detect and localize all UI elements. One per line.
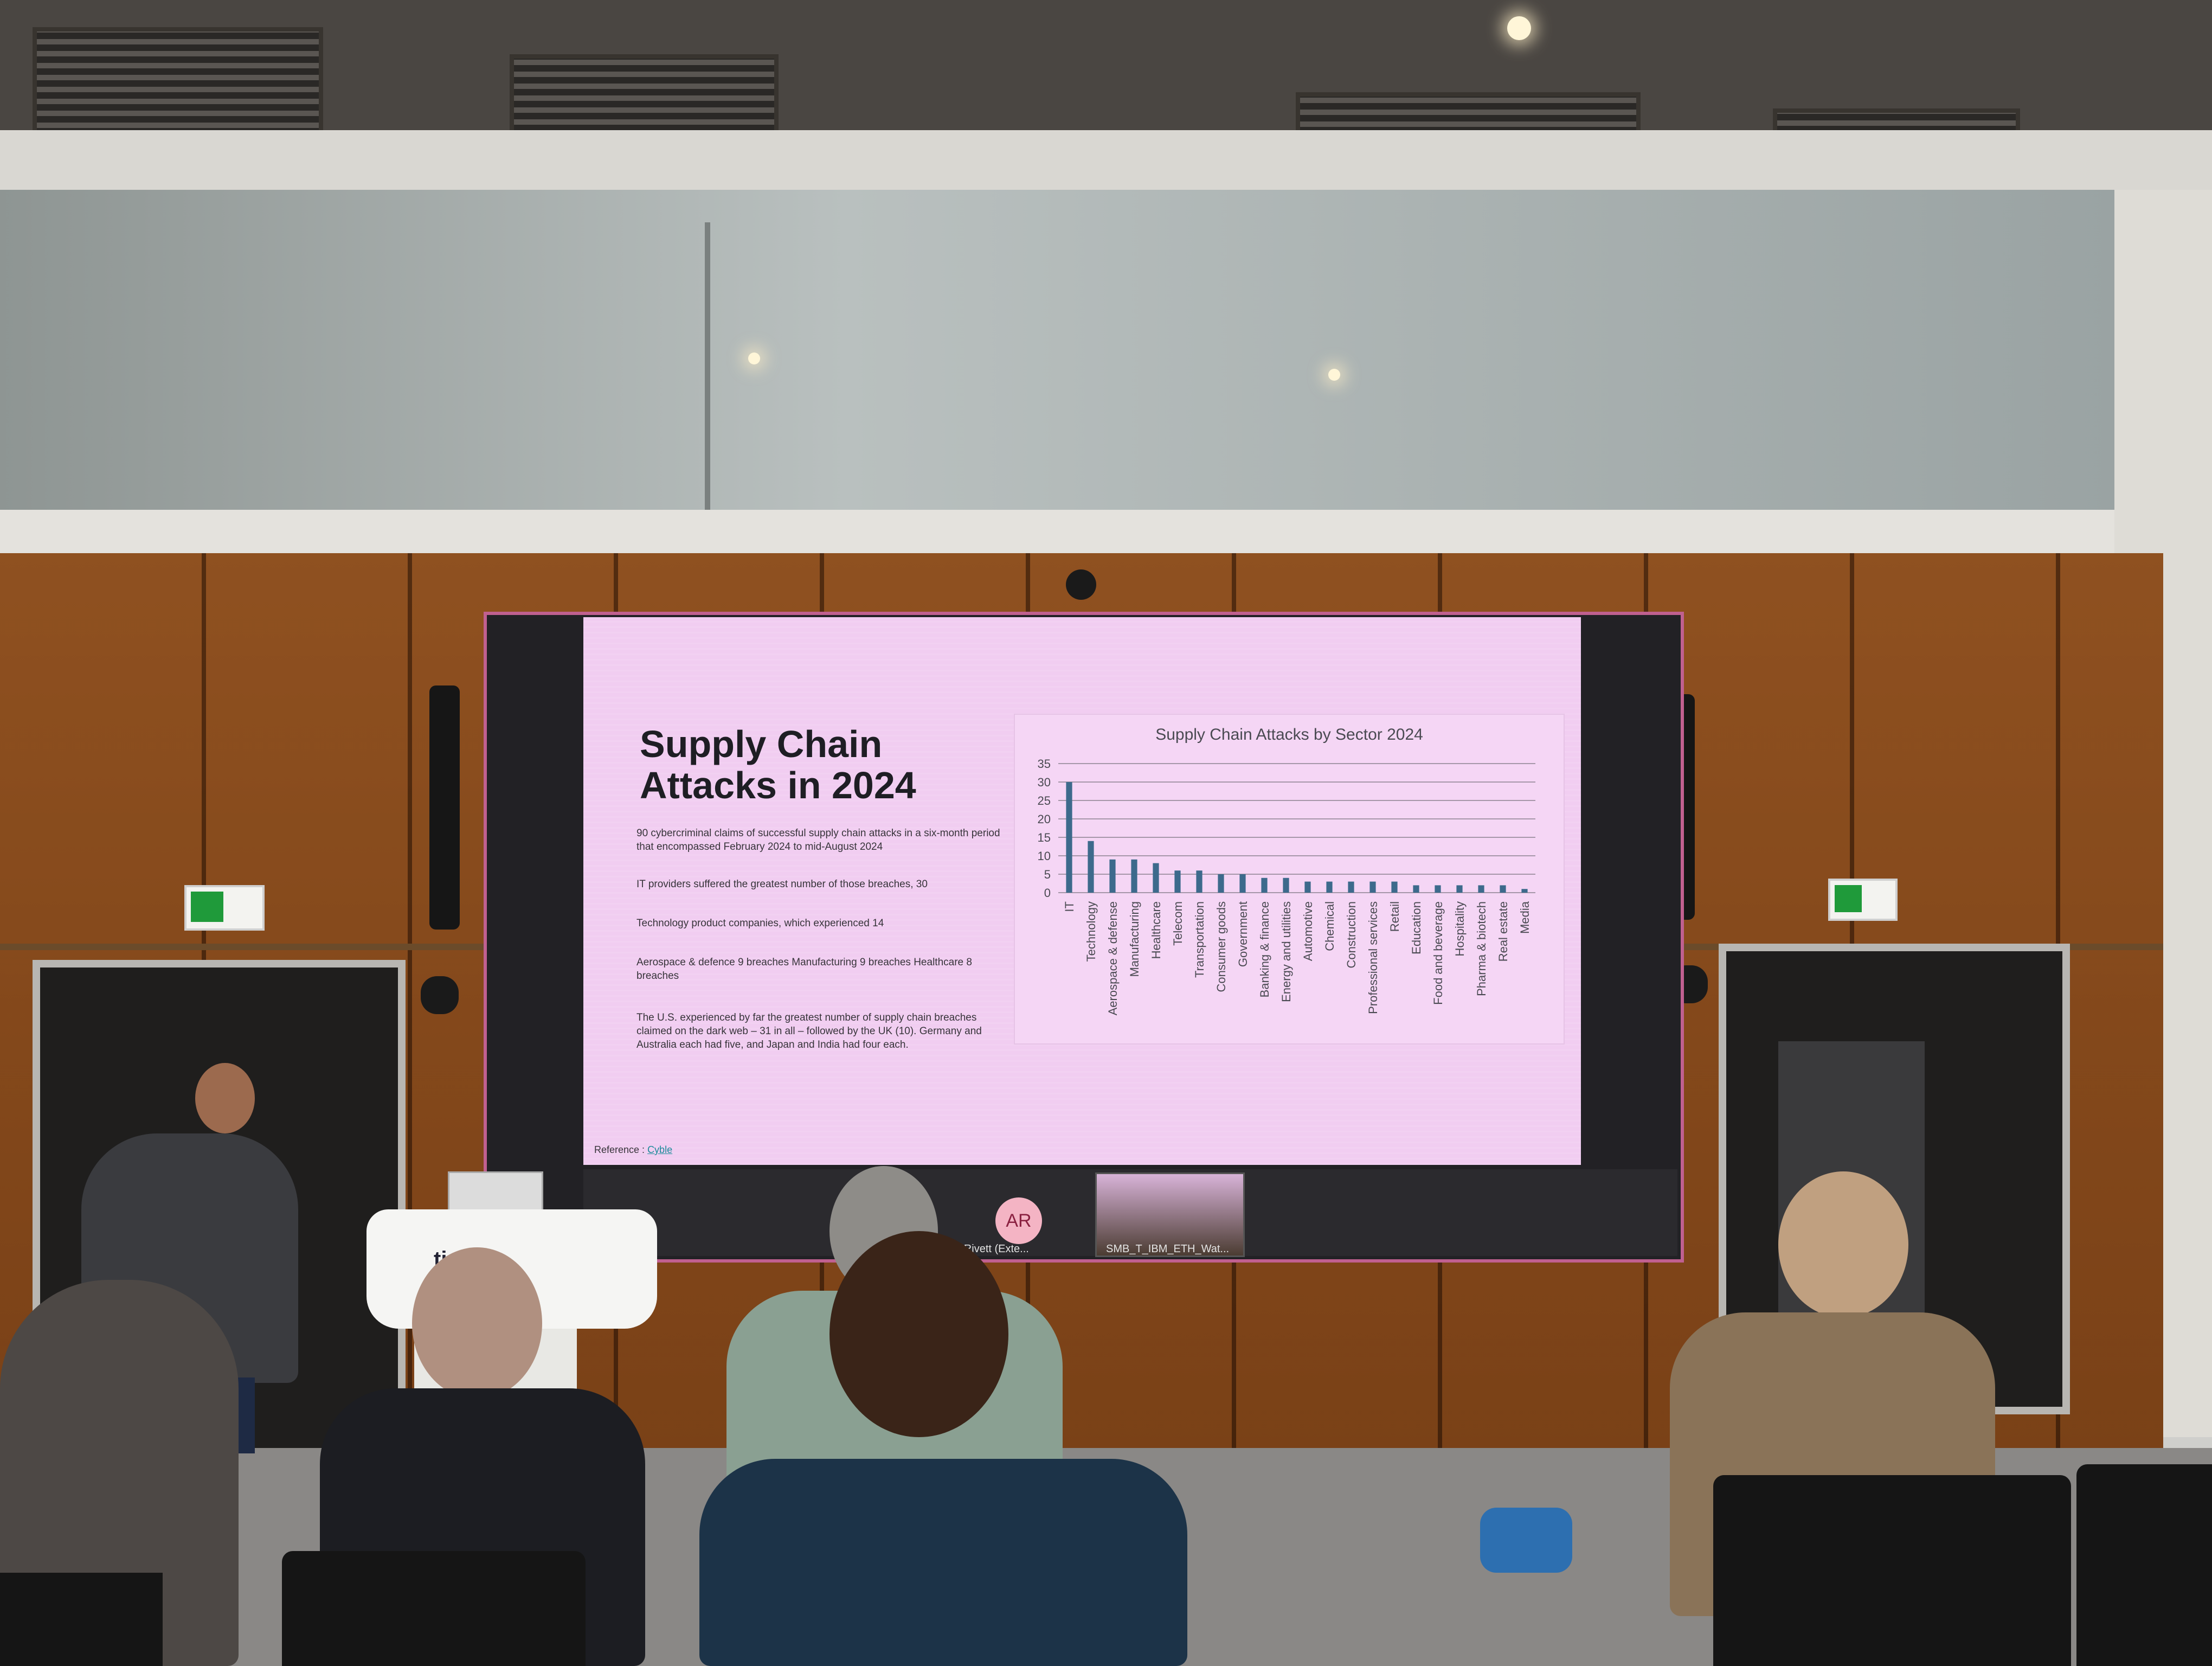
audience-head [412,1247,542,1399]
x-tick-label: Media [1518,901,1532,934]
x-tick-label: Construction [1345,901,1358,969]
laptop [448,1171,543,1212]
bar [1153,863,1159,893]
chair [1713,1475,2071,1666]
x-tick-label: Hospitality [1453,901,1467,956]
x-tick-label: IT [1063,901,1076,912]
glass-divider [705,222,710,510]
upper-ledge [0,130,2212,190]
x-tick-label: Real estate [1496,901,1510,962]
bar [1413,885,1419,893]
bar [1326,881,1333,893]
x-tick-label: Education [1410,901,1423,954]
bar [1283,877,1289,893]
x-tick-label: Pharma & biotech [1475,901,1488,996]
y-tick-label: 15 [1038,831,1051,844]
x-tick-label: Food and beverage [1431,901,1445,1005]
bar [1348,881,1354,893]
participant-video-thumbnail[interactable] [1095,1172,1245,1257]
upper-wall [0,510,2212,559]
slide-reference: Reference : Cyble [594,1144,672,1156]
sneaker [1480,1508,1572,1573]
bar [1088,841,1094,893]
y-tick-label: 30 [1038,776,1051,789]
x-tick-label: Manufacturing [1128,901,1141,977]
bar [1261,877,1268,893]
bar [1131,859,1137,893]
x-tick-label: Telecom [1171,901,1185,946]
ceiling-light [1328,369,1340,381]
chart-title: Supply Chain Attacks by Sector 2024 [1155,726,1423,744]
y-tick-label: 20 [1038,812,1051,826]
audience-head [1778,1171,1908,1318]
y-tick-label: 5 [1044,868,1051,881]
bar [1174,870,1181,893]
slide-paragraph: Technology product companies, which expe… [636,918,884,929]
x-tick-label: Technology [1084,901,1098,962]
bar [1109,859,1116,893]
x-tick-label: Transportation [1193,901,1206,978]
slide-paragraph: 90 cybercriminal claims of successful su… [636,828,1000,853]
presenter-head [195,1063,255,1133]
x-tick-label: Government [1236,901,1250,967]
participant-avatar[interactable]: AR [995,1197,1042,1244]
chair [2076,1464,2212,1666]
bar-chart: Supply Chain Attacks by Sector 2024 0 5 10 1… [1014,714,1565,1045]
y-tick-label: 35 [1038,757,1051,771]
slide-paragraph: IT providers suffered the greatest numbe… [636,879,928,890]
bar [1391,881,1398,893]
left-speaker [429,685,460,930]
bar [1369,881,1376,893]
audience-head [829,1231,1008,1437]
chair [0,1573,163,1666]
x-tick-label: Automotive [1301,901,1315,961]
slide-paragraph: The U.S. experienced by far the greatest… [636,1012,982,1050]
bar [1066,782,1072,893]
x-tick-label: Chemical [1323,901,1336,951]
y-tick-label: 10 [1038,849,1051,863]
chair [282,1551,586,1666]
bar [1500,885,1506,893]
bar [1435,885,1441,893]
exit-sign [184,885,265,931]
bar [1456,885,1463,893]
bar [1521,889,1528,893]
bar [1218,874,1224,893]
ceiling-light [748,353,760,364]
bar [1239,874,1246,893]
ceiling-light [1507,16,1531,40]
x-tick-label: Healthcare [1149,901,1163,959]
audience-member [699,1459,1187,1666]
reference-label: Reference : [594,1144,648,1155]
bar [1196,870,1203,893]
reference-link[interactable]: Cyble [647,1144,673,1155]
y-tick-label: 25 [1038,794,1051,808]
wall-camera [421,976,459,1014]
x-tick-label: Aerospace & defense [1106,901,1120,1015]
exit-sign [1828,879,1898,921]
x-tick-label: Banking & finance [1258,901,1271,997]
thumbnail-name: SMB_T_IBM_ETH_Wat... [1106,1243,1230,1255]
ceiling-camera [1066,569,1096,600]
slide-title: Supply Chain Attacks in 2024 [640,723,916,806]
chart-svg: Supply Chain Attacks by Sector 2024 0 5 10 1… [1038,726,1535,1015]
x-tick-label: Professional services [1366,901,1380,1014]
glass-balustrade [0,190,2114,510]
bar [1304,881,1311,893]
x-tick-label: Consumer goods [1214,901,1228,992]
x-tick-label: Energy and utilities [1279,901,1293,1002]
y-tick-label: 0 [1044,886,1051,900]
presentation-slide: Supply Chain Attacks in 2024 90 cybercri… [583,617,1581,1165]
ceiling-vent [33,27,323,139]
bar [1478,885,1484,893]
x-tick-label: Retail [1388,901,1401,932]
slide-paragraph: Aerospace & defence 9 breaches Manufactu… [636,957,972,982]
